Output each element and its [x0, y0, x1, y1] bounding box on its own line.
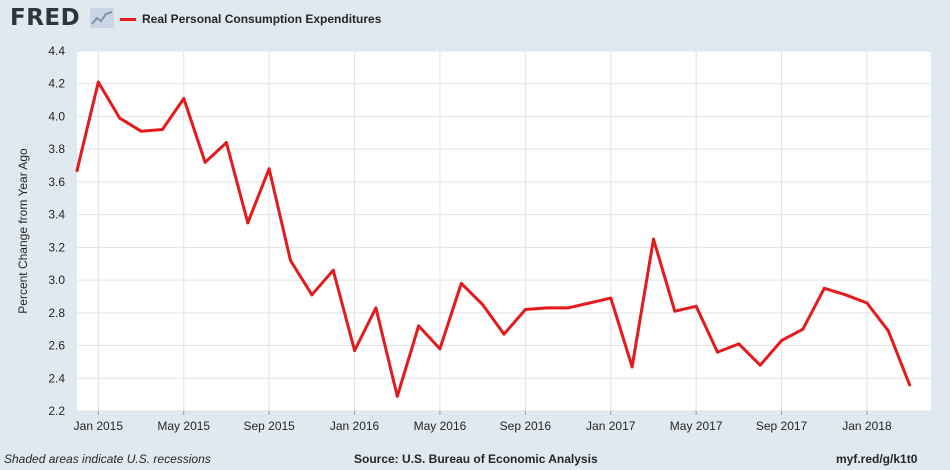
data-point: [353, 348, 357, 352]
y-tick-label: 3.2: [48, 240, 65, 254]
x-tick-label: Jan 2018: [842, 419, 892, 433]
data-point: [865, 301, 869, 305]
y-tick-label: 2.2: [48, 404, 65, 418]
data-point: [822, 286, 826, 290]
x-tick-label: Sep 2016: [500, 419, 552, 433]
data-point: [96, 80, 100, 84]
data-point: [587, 301, 591, 305]
data-point: [780, 339, 784, 343]
data-point: [374, 306, 378, 310]
data-point: [502, 332, 506, 336]
data-point: [459, 281, 463, 285]
data-point: [267, 167, 271, 171]
plot-area: [77, 51, 931, 411]
x-tick-label: May 2017: [670, 419, 723, 433]
y-axis-label: Percent Change from Year Ago: [16, 148, 30, 314]
data-point: [908, 383, 912, 387]
legend-label: Real Personal Consumption Expenditures: [142, 12, 382, 26]
y-tick-label: 2.6: [48, 339, 65, 353]
y-tick-label: 2.4: [48, 371, 65, 385]
data-point: [289, 258, 292, 262]
data-point: [523, 308, 527, 312]
y-tick-label: 3.8: [48, 142, 65, 156]
x-tick-label: Jan 2016: [330, 419, 380, 433]
series-line: [75, 80, 912, 398]
chart-legend: Real Personal Consumption Expenditures: [120, 12, 381, 26]
y-tick-label: 3.0: [48, 273, 65, 287]
data-point: [160, 128, 164, 132]
data-point: [139, 129, 143, 133]
data-point: [716, 350, 719, 354]
data-point: [801, 327, 805, 331]
x-tick-label: Sep 2015: [243, 419, 295, 433]
data-point: [118, 116, 122, 120]
recession-note: Shaded areas indicate U.S. recessions: [4, 452, 211, 466]
short-url-link[interactable]: myf.red/g/k1t0: [836, 452, 918, 466]
x-tick-label: Jan 2015: [74, 419, 124, 433]
y-tick-label: 4.0: [48, 109, 65, 123]
x-tick-label: May 2015: [157, 419, 210, 433]
data-point: [310, 293, 314, 297]
data-point: [395, 394, 399, 398]
data-point: [694, 304, 698, 308]
data-point: [481, 303, 485, 307]
data-point: [651, 237, 655, 241]
data-point: [609, 296, 613, 300]
data-point: [886, 329, 890, 333]
data-point: [758, 363, 762, 367]
trend-graph-icon: [90, 8, 114, 28]
legend-swatch: [120, 17, 136, 21]
data-point: [737, 342, 741, 346]
x-tick-label: Sep 2017: [756, 419, 808, 433]
x-tick-label: May 2016: [414, 419, 467, 433]
data-point: [673, 309, 677, 313]
data-point: [438, 347, 442, 351]
chart-header: FRED Real Personal Consumption Expenditu…: [0, 0, 950, 40]
data-point: [182, 96, 186, 100]
source-text: Source: U.S. Bureau of Economic Analysis: [354, 452, 598, 466]
data-point: [203, 160, 207, 164]
data-point: [246, 221, 250, 225]
fred-logo: FRED: [10, 5, 81, 31]
data-point: [566, 306, 570, 310]
x-tick-label: Jan 2017: [586, 419, 636, 433]
y-tick-label: 2.8: [48, 306, 65, 320]
data-point: [630, 365, 634, 369]
data-point: [224, 141, 228, 145]
data-point: [844, 293, 848, 297]
data-point: [75, 168, 79, 172]
y-tick-label: 3.4: [48, 208, 65, 222]
y-tick-label: 4.4: [48, 44, 65, 58]
y-tick-label: 3.6: [48, 175, 65, 189]
data-point: [545, 306, 549, 310]
data-point: [417, 324, 421, 328]
y-tick-label: 4.2: [48, 77, 65, 91]
data-point: [331, 268, 335, 272]
